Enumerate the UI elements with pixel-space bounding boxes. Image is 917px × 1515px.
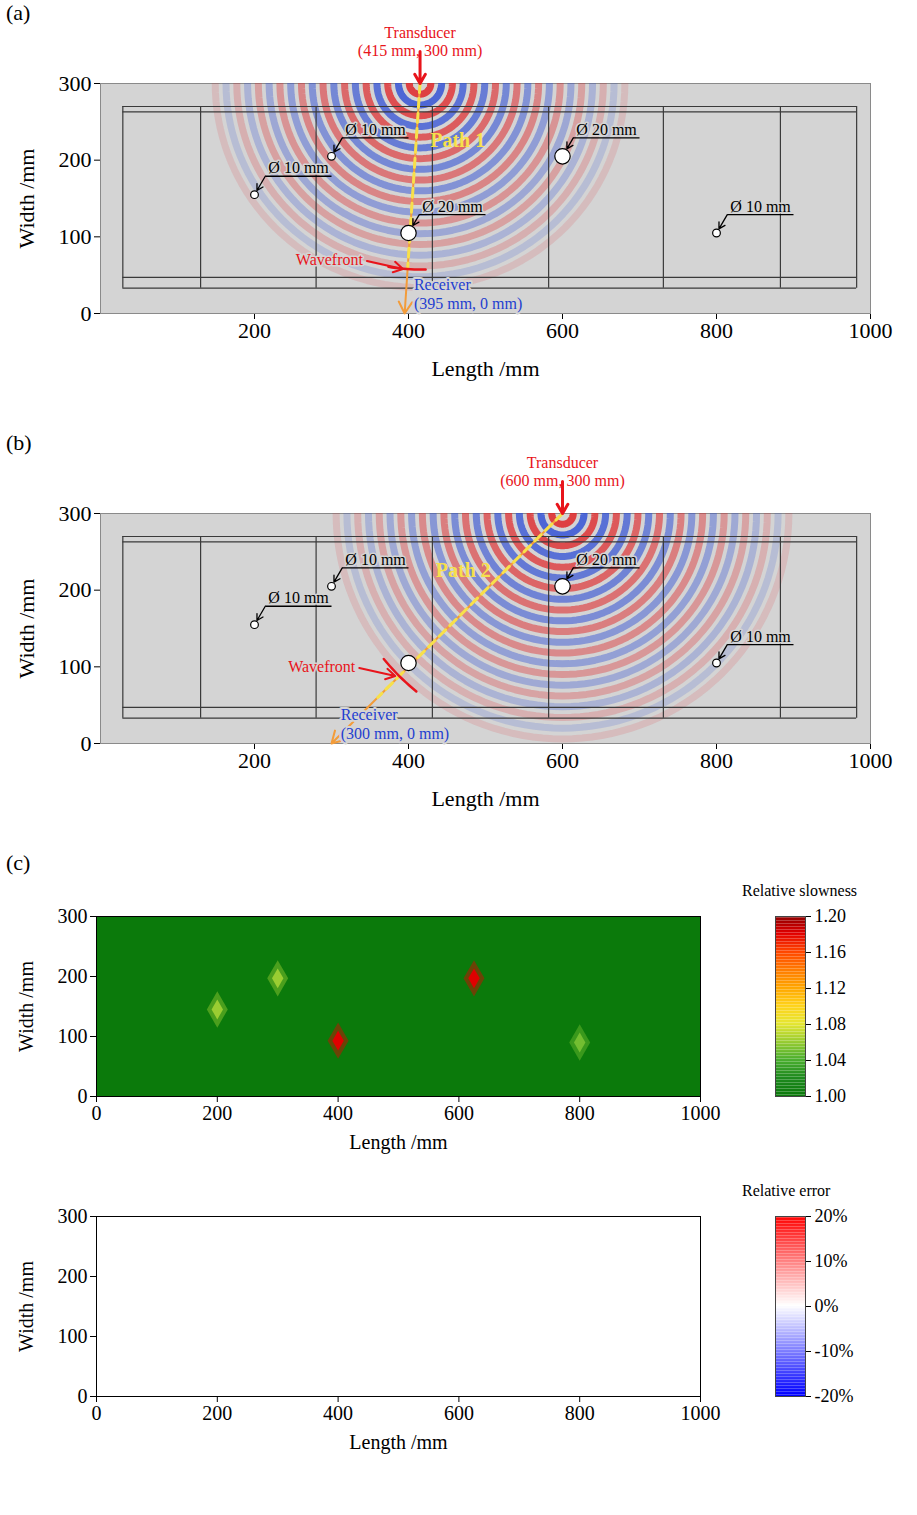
svg-text:0: 0: [81, 301, 92, 326]
svg-text:800: 800: [565, 1102, 595, 1124]
html-text:Relative error: Relative error: [742, 1182, 831, 1199]
svg-text:0: 0: [92, 1402, 102, 1424]
svg-text:200: 200: [59, 147, 92, 172]
svg-text:1.12: 1.12: [815, 978, 847, 998]
svg-text:1.20: 1.20: [815, 906, 847, 926]
svg-text:1000: 1000: [681, 1102, 721, 1124]
svg-text:Ø 10 mm: Ø 10 mm: [730, 198, 791, 215]
svg-text:-20%: -20%: [815, 1386, 854, 1406]
svg-text:Width /mm: Width /mm: [15, 961, 37, 1052]
svg-text:Width /mm: Width /mm: [14, 149, 39, 249]
svg-text:200: 200: [58, 965, 88, 987]
svg-text:0: 0: [78, 1385, 88, 1407]
html-text:Relative slowness: Relative slowness: [742, 882, 858, 899]
svg-text:1000: 1000: [849, 318, 893, 343]
svg-text:-10%: -10%: [815, 1341, 854, 1361]
svg-text:300: 300: [59, 71, 92, 96]
svg-text:Length /mm: Length /mm: [349, 1131, 448, 1154]
svg-text:600: 600: [444, 1102, 474, 1124]
svg-text:Length /mm: Length /mm: [349, 1431, 448, 1454]
svg-text:200: 200: [58, 1265, 88, 1287]
svg-text:Width /mm: Width /mm: [15, 1261, 37, 1352]
svg-text:100: 100: [59, 224, 92, 249]
svg-text:Width /mm: Width /mm: [14, 579, 39, 679]
svg-text:Ø 10 mm: Ø 10 mm: [268, 159, 329, 176]
svg-text:100: 100: [58, 1025, 88, 1047]
svg-text:1.16: 1.16: [815, 942, 847, 962]
svg-text:200: 200: [238, 748, 271, 773]
svg-text:200: 200: [238, 318, 271, 343]
svg-text:(395 mm, 0 mm): (395 mm, 0 mm): [414, 295, 522, 313]
svg-text:200: 200: [202, 1402, 232, 1424]
svg-text:300: 300: [59, 501, 92, 526]
svg-text:Ø 10 mm: Ø 10 mm: [345, 551, 406, 568]
svg-text:Receiver: Receiver: [414, 276, 472, 293]
svg-text:600: 600: [546, 748, 579, 773]
svg-text:Wavefront: Wavefront: [288, 658, 356, 675]
svg-text:1.00: 1.00: [815, 1086, 847, 1106]
svg-text:800: 800: [700, 318, 733, 343]
svg-text:400: 400: [392, 318, 425, 343]
svg-text:600: 600: [546, 318, 579, 343]
svg-text:800: 800: [565, 1402, 595, 1424]
svg-text:Ø 10 mm: Ø 10 mm: [345, 121, 406, 138]
html-text:(c): (c): [6, 850, 31, 875]
svg-text:Ø 10 mm: Ø 10 mm: [268, 589, 329, 606]
svg-text:Path 1: Path 1: [430, 129, 485, 151]
html-text:(a): (a): [6, 0, 31, 25]
svg-text:0: 0: [92, 1102, 102, 1124]
svg-text:300: 300: [58, 1205, 88, 1227]
svg-text:Ø 10 mm: Ø 10 mm: [730, 628, 791, 645]
svg-text:0: 0: [81, 731, 92, 756]
svg-text:(415 mm, 300 mm): (415 mm, 300 mm): [358, 42, 482, 60]
svg-text:Transducer: Transducer: [527, 454, 599, 471]
svg-text:Length /mm: Length /mm: [431, 356, 539, 381]
svg-text:400: 400: [323, 1402, 353, 1424]
svg-text:1000: 1000: [849, 748, 893, 773]
svg-text:200: 200: [202, 1102, 232, 1124]
html-text:(b): (b): [6, 430, 32, 455]
svg-text:200: 200: [59, 577, 92, 602]
svg-text:0%: 0%: [815, 1296, 839, 1316]
svg-text:0: 0: [78, 1085, 88, 1107]
svg-text:(600 mm, 300 mm): (600 mm, 300 mm): [500, 472, 624, 490]
svg-text:100: 100: [58, 1325, 88, 1347]
svg-text:400: 400: [323, 1102, 353, 1124]
svg-text:300: 300: [58, 905, 88, 927]
svg-text:400: 400: [392, 748, 425, 773]
svg-text:Length /mm: Length /mm: [431, 786, 539, 811]
svg-text:800: 800: [700, 748, 733, 773]
svg-text:Transducer: Transducer: [384, 24, 456, 41]
svg-text:10%: 10%: [815, 1251, 848, 1271]
svg-text:1000: 1000: [681, 1402, 721, 1424]
svg-text:Path 2: Path 2: [436, 559, 491, 581]
svg-text:1.08: 1.08: [815, 1014, 847, 1034]
svg-text:Receiver: Receiver: [341, 706, 399, 723]
svg-text:1.04: 1.04: [815, 1050, 847, 1070]
svg-text:20%: 20%: [815, 1206, 848, 1226]
svg-text:Ø 20 mm: Ø 20 mm: [576, 551, 637, 568]
svg-text:Ø 20 mm: Ø 20 mm: [422, 198, 483, 215]
svg-text:Wavefront: Wavefront: [296, 251, 364, 268]
svg-text:Ø 20 mm: Ø 20 mm: [576, 121, 637, 138]
svg-text:100: 100: [59, 654, 92, 679]
svg-text:600: 600: [444, 1402, 474, 1424]
svg-text:(300 mm, 0 mm): (300 mm, 0 mm): [341, 725, 449, 743]
